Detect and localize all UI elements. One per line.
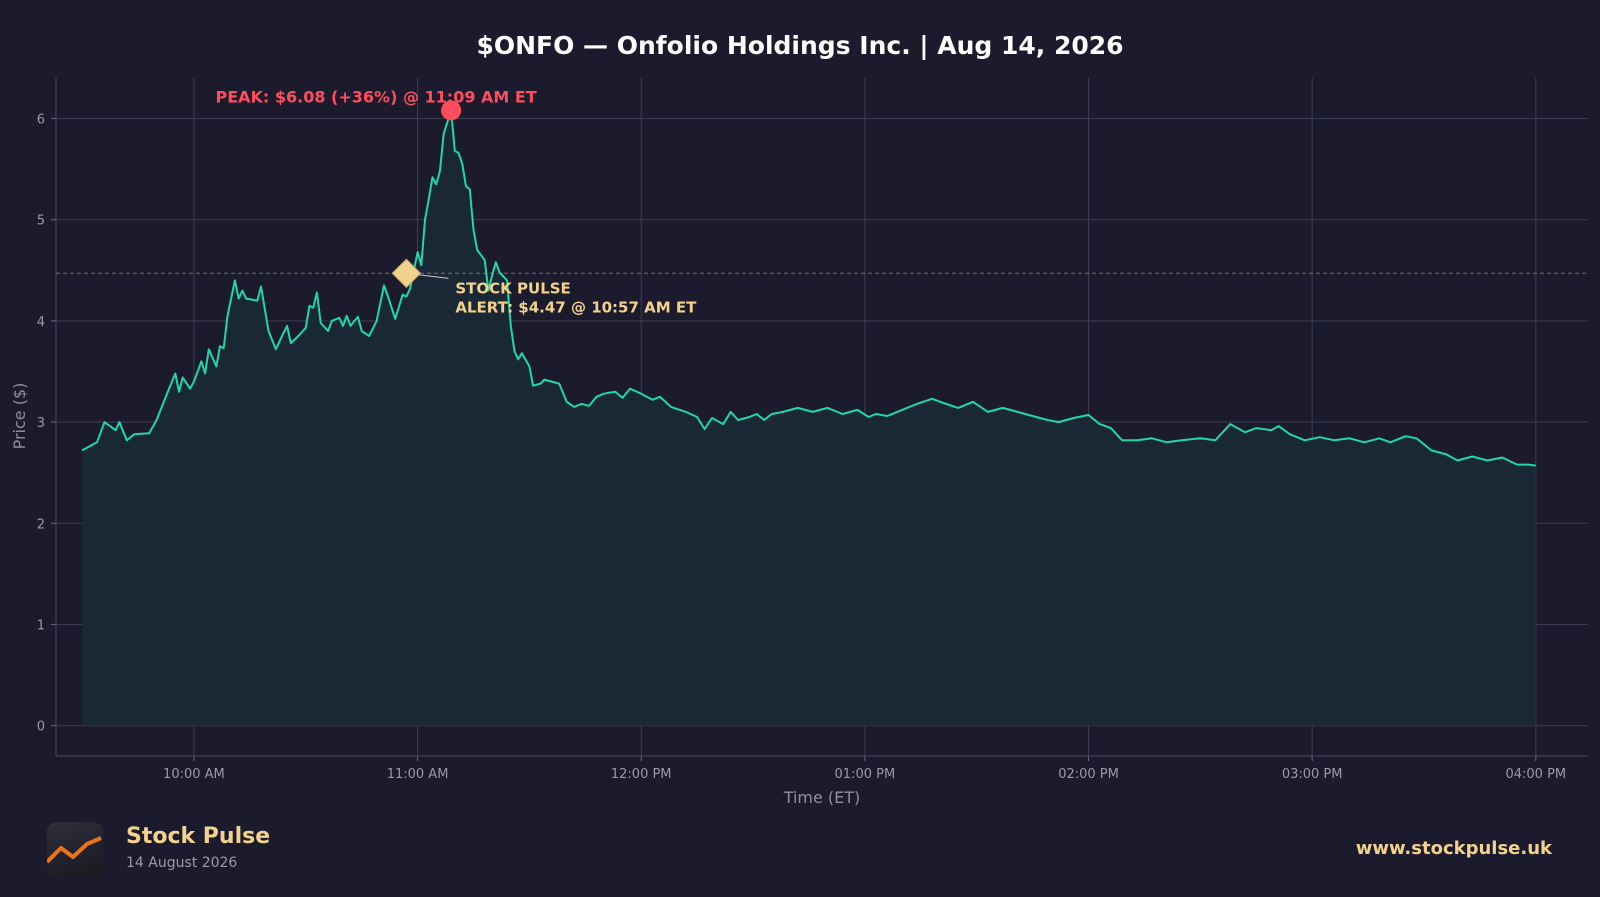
y-axis-label: Price ($) (10, 383, 29, 450)
x-tick-label: 02:00 PM (1058, 767, 1119, 782)
x-tick-label: 12:00 PM (611, 767, 672, 782)
y-tick-label: 2 (37, 517, 45, 532)
y-tick-label: 4 (37, 315, 45, 330)
y-tick-label: 5 (37, 214, 45, 229)
brand-date: 14 August 2026 (126, 855, 238, 871)
tick-labels: 0 1 2 3 4 5 6 10:00 AM 11:00 AM 12:00 PM 01:00 PM 0… (37, 112, 1566, 782)
brand-name: Stock Pulse (126, 824, 271, 849)
alert-label-line2: ALERT: $4.47 @ 10:57 AM ET (455, 298, 697, 316)
alert-label-line1: STOCK PULSE (455, 279, 570, 297)
axes (51, 78, 1588, 761)
y-tick-label: 6 (37, 112, 45, 127)
x-tick-label: 03:00 PM (1282, 767, 1343, 782)
price-line (81, 109, 1536, 467)
x-tick-label: 01:00 PM (835, 767, 896, 782)
x-tick-label: 10:00 AM (163, 767, 225, 782)
y-tick-label: 0 (37, 720, 45, 735)
x-tick-label: 04:00 PM (1505, 767, 1566, 782)
brand-url[interactable]: www.stockpulse.uk (1355, 838, 1552, 859)
y-tick-label: 3 (37, 416, 45, 431)
x-tick-label: 11:00 AM (387, 767, 449, 782)
x-axis-label: Time (ET) (783, 788, 861, 807)
price-area-fill (82, 110, 1536, 726)
logo (45, 822, 103, 878)
peak-marker (441, 100, 462, 121)
chart-title: $ONFO — Onfolio Holdings Inc. | Aug 14, … (476, 31, 1123, 60)
y-tick-label: 1 (37, 618, 45, 633)
footer: Stock Pulse 14 August 2026 www.stockpuls… (0, 818, 1600, 878)
alert-marker (391, 258, 422, 289)
price-area-layer (81, 109, 1536, 726)
rising-line-icon (45, 836, 102, 864)
peak-label: PEAK: $6.08 (+36%) @ 11:09 AM ET (215, 87, 536, 106)
